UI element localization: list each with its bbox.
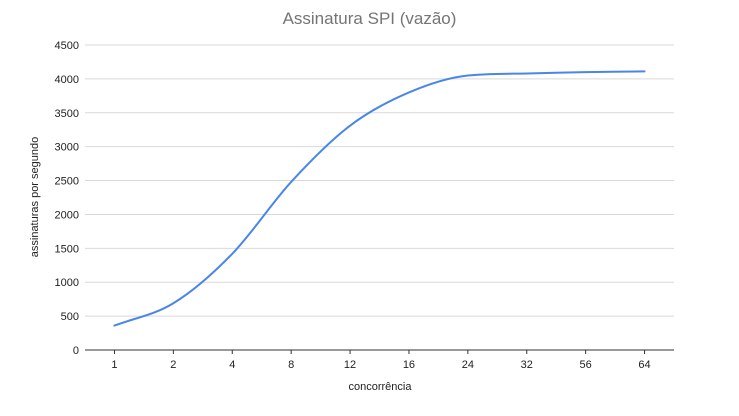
y-axis-label: assinaturas por segundo <box>29 137 41 257</box>
x-axis-label: concorrência <box>349 381 413 393</box>
y-tick-label: 1500 <box>55 243 79 255</box>
series-line <box>113 70 646 327</box>
x-tick-label: 12 <box>344 359 356 371</box>
x-tick-label: 1 <box>111 359 117 371</box>
grid-lines <box>85 44 674 317</box>
y-tick-label: 3000 <box>55 142 79 154</box>
y-tick-label: 500 <box>61 311 79 323</box>
y-axis-ticks: 0 500 1000 1500 2000 2500 3000 3500 4000 4500 <box>55 40 79 357</box>
y-tick-label: 4000 <box>55 74 79 86</box>
x-tick-label: 56 <box>580 359 592 371</box>
x-tick-label: 64 <box>638 359 650 371</box>
x-tick-label: 4 <box>229 359 235 371</box>
chart-title: Assinatura SPI (vazão) <box>283 9 457 28</box>
x-tick-label: 32 <box>521 359 533 371</box>
y-tick-label: 4500 <box>55 40 79 52</box>
y-tick-label: 1000 <box>55 277 79 289</box>
y-tick-label: 2500 <box>55 176 79 188</box>
y-tick-label: 3500 <box>55 108 79 120</box>
x-tick-label: 8 <box>288 359 294 371</box>
x-tick-label: 16 <box>403 359 415 371</box>
y-tick-label: 0 <box>73 345 79 357</box>
x-axis-ticks: 1 2 4 8 12 16 24 32 56 64 <box>111 350 651 371</box>
series-group <box>113 70 646 327</box>
x-tick-label: 2 <box>170 359 176 371</box>
x-tick-label: 24 <box>462 359 474 371</box>
y-tick-label: 2000 <box>55 209 79 221</box>
